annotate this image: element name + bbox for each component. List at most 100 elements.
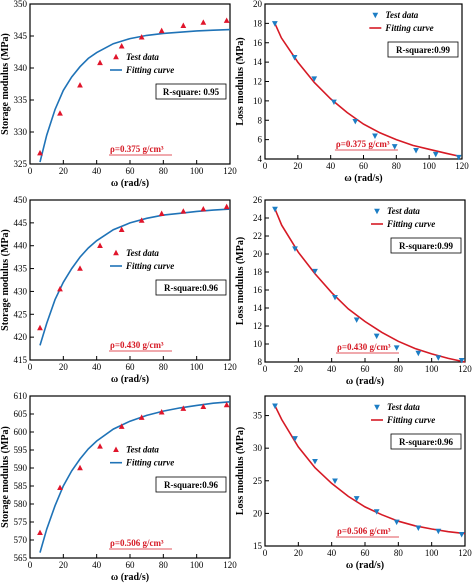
y-axis-label: Storage modulus (MPa) [0, 426, 11, 528]
chart-panel-storage-0430b: 0 20 40 60 80 100 120 415 420 425 430 435 440 445 450 ω… [0, 195, 237, 385]
chart-panel-storage-0506: 0 20 40 60 80 100 120 565 570 575 580 585 590 595 600 6… [0, 391, 237, 583]
test-data-point [458, 357, 465, 364]
y-tick-label: 25 [253, 476, 263, 486]
y-axis-label: Loss modulus (MPa) [235, 427, 246, 515]
chart-panel-storage-0430: 0 20 40 60 80 100 120 325 330 335 340 345 350 ω (rad/… [0, 0, 237, 189]
test-data-point [413, 148, 419, 154]
r-square-box [390, 433, 462, 450]
r-square-label: R-square:0.96 [164, 283, 219, 293]
legend-fit-label: Fitting curve [386, 415, 435, 425]
x-tick-label: 100 [190, 362, 204, 372]
legend-test-label: Test data [126, 52, 159, 62]
chart-panel-loss-0375: 0 20 40 60 80 100 120 4 6 8 10 12 14 16 18 20 ω (rad/s) L… [235, 0, 469, 184]
density-label: ρ=0.375 g/cm³ [336, 139, 390, 149]
test-data-point [77, 265, 83, 271]
y-tick-label: 24 [253, 213, 263, 223]
y-tick-label: 590 [14, 463, 28, 473]
test-data-point [138, 414, 145, 420]
test-data-point [353, 496, 360, 502]
test-data-point [372, 133, 378, 139]
y-tick-label: 440 [14, 241, 28, 251]
y-tick-label: 340 [14, 63, 28, 73]
y-tick-label: 20 [253, 0, 263, 9]
fitting-curve-line [39, 401, 231, 553]
test-data-point [158, 409, 165, 415]
test-data-point [332, 478, 338, 484]
x-tick-label: 80 [394, 548, 404, 558]
test-data-point [118, 226, 125, 232]
fitting-curve-line [274, 23, 459, 157]
test-data-point [138, 217, 145, 223]
x-tick-label: 100 [190, 560, 204, 570]
y-tick-label: 12 [253, 77, 262, 87]
test-data-point [118, 43, 125, 49]
density-label: ρ=0.430 g/cm³ [337, 342, 391, 352]
test-data-point [223, 203, 230, 210]
test-data-point [331, 99, 337, 106]
test-data-point [180, 208, 187, 214]
x-tick-label: 60 [361, 548, 371, 558]
y-tick-label: 15 [253, 541, 263, 551]
x-tick-label: 0 [263, 364, 268, 374]
x-tick-label: 20 [294, 548, 304, 558]
test-data-point [180, 22, 187, 28]
y-tick-label: 10 [253, 339, 263, 349]
fitting-curve-line [274, 405, 466, 535]
y-tick-label: 330 [14, 127, 28, 137]
test-data-point [353, 317, 360, 323]
r-square-box [155, 279, 227, 296]
y-tick-label: 600 [14, 427, 28, 437]
x-tick-label: 120 [458, 364, 472, 374]
x-tick-label: 60 [126, 362, 136, 372]
y-tick-label: 415 [14, 355, 28, 365]
x-axis-label: ω (rad/s) [344, 173, 382, 184]
x-tick-label: 120 [223, 166, 237, 176]
x-tick-label: 100 [190, 166, 204, 176]
test-data-point [373, 509, 380, 515]
legend-marker [374, 208, 380, 215]
y-tick-label: 325 [14, 159, 28, 169]
y-tick-label: 20 [253, 508, 263, 518]
x-tick-label: 100 [422, 161, 436, 171]
test-data-point [37, 529, 43, 536]
x-axis-label: ω (rad/s) [111, 374, 149, 385]
legend-test-label: Test data [126, 445, 159, 455]
test-data-point [77, 464, 83, 471]
r-square-label: R-square:0.96 [164, 480, 219, 490]
test-data-point [118, 423, 125, 429]
test-data-point [292, 436, 298, 442]
y-tick-label: 18 [253, 267, 263, 277]
test-data-point [391, 144, 398, 150]
legend-test-label: Test data [387, 206, 420, 216]
y-tick-label: 26 [253, 195, 263, 205]
test-data-point [393, 519, 400, 526]
test-data-point [57, 110, 63, 116]
legend-test-label: Test data [387, 402, 420, 412]
test-data-point [415, 350, 422, 357]
fitting-curve-line [39, 208, 231, 346]
x-tick-label: 0 [28, 362, 33, 372]
test-data-point [200, 403, 207, 410]
test-data-point [311, 76, 318, 82]
legend-fit-label: Fitting curve [125, 458, 174, 468]
x-tick-label: 120 [455, 161, 469, 171]
fitting-curve-line [39, 28, 231, 163]
density-label: ρ=0.506 g/cm³ [110, 538, 164, 548]
test-data-point [455, 154, 462, 161]
r-square-label: R-square: 0.95 [163, 87, 220, 97]
r-square-label: R-square:0.99 [399, 241, 454, 251]
x-tick-label: 100 [425, 364, 439, 374]
legend-marker [374, 404, 380, 411]
y-tick-label: 610 [14, 391, 28, 401]
test-data-point [158, 27, 165, 34]
y-tick-label: 8 [258, 357, 263, 367]
y-tick-label: 16 [253, 38, 263, 48]
test-data-point [292, 246, 298, 252]
x-axis-label: ω (rad/s) [346, 560, 384, 571]
x-axis-label: ω (rad/s) [346, 376, 384, 387]
legend-marker [113, 53, 119, 60]
y-tick-label: 20 [253, 249, 263, 259]
test-data-point [200, 205, 207, 212]
y-tick-label: 35 [253, 411, 263, 421]
y-tick-label: 565 [14, 553, 28, 563]
